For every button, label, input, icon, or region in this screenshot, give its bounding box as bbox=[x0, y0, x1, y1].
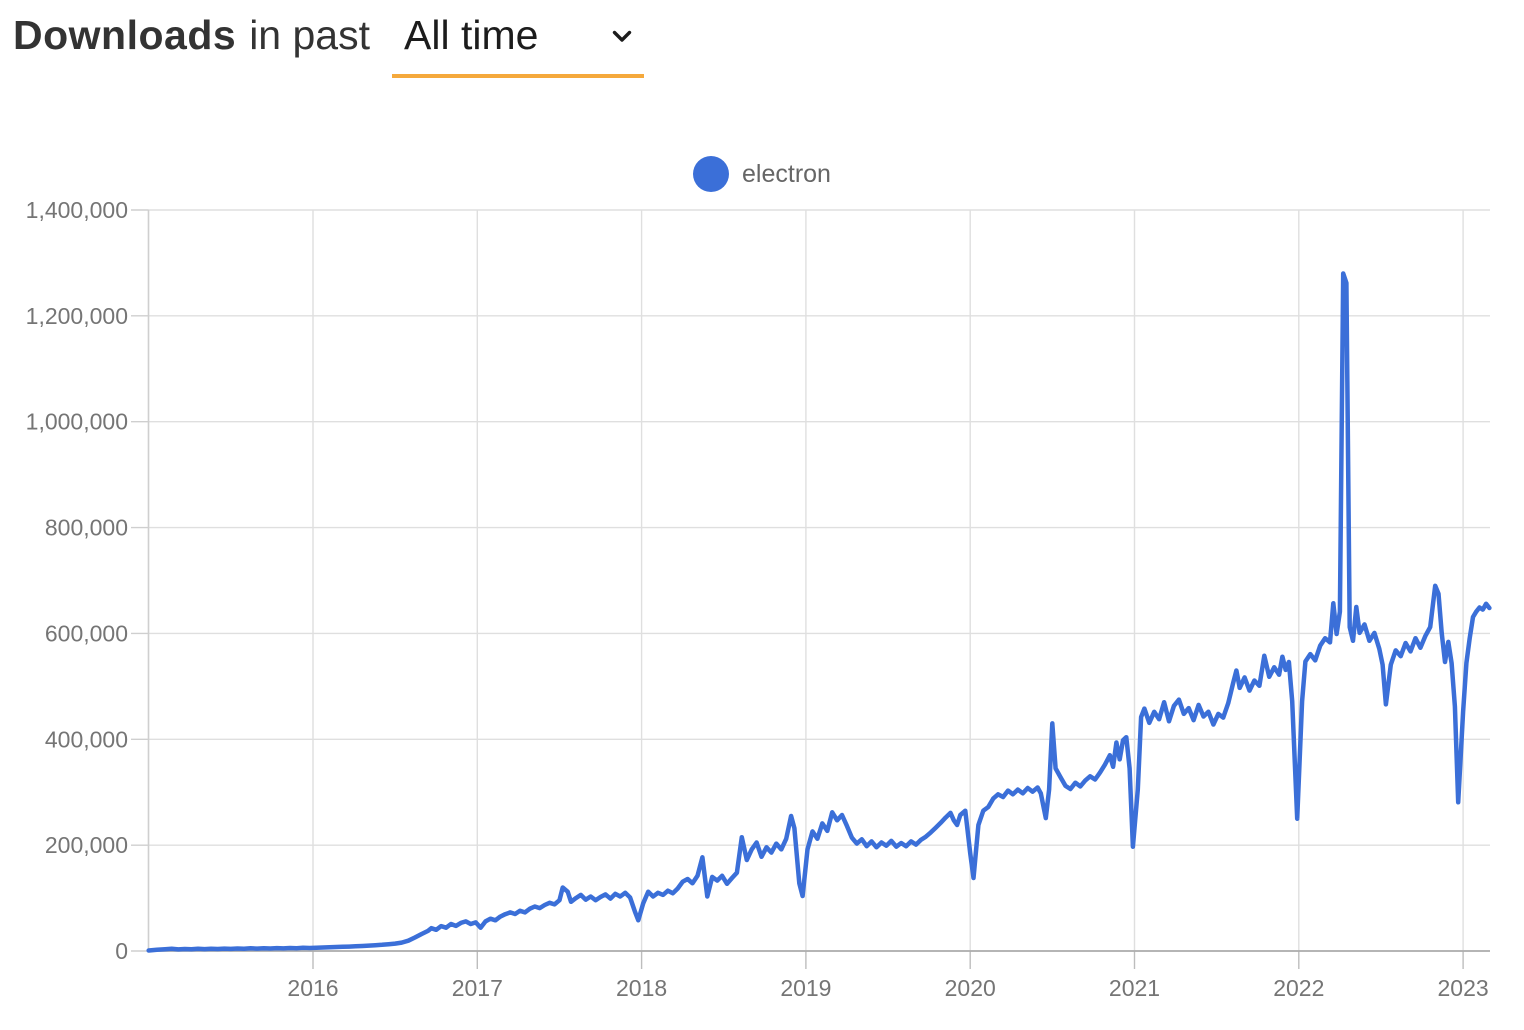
chevron-down-icon bbox=[612, 30, 632, 48]
y-axis-tick-label: 400,000 bbox=[45, 726, 128, 752]
page-title: Downloads in past All time bbox=[13, 12, 644, 78]
y-axis-tick-label: 1,400,000 bbox=[26, 197, 128, 223]
title-in-past: in past bbox=[249, 12, 370, 58]
legend-swatch-electron bbox=[693, 156, 730, 192]
x-axis-tick-label: 2018 bbox=[616, 975, 667, 1001]
y-axis-tick-label: 1,200,000 bbox=[26, 303, 128, 329]
x-axis-tick-label: 2020 bbox=[945, 975, 996, 1001]
x-axis-tick-label: 2019 bbox=[780, 975, 831, 1001]
y-axis-tick-label: 200,000 bbox=[45, 832, 128, 858]
period-dropdown[interactable]: All time bbox=[392, 12, 644, 78]
y-axis-tick-label: 1,000,000 bbox=[26, 409, 128, 435]
x-axis-tick-label: 2023 bbox=[1438, 975, 1489, 1001]
series-line-electron[interactable] bbox=[146, 271, 1492, 953]
chart-legend: electron bbox=[0, 156, 1524, 192]
x-axis-tick-label: 2017 bbox=[452, 975, 503, 1001]
x-axis-tick-label: 2021 bbox=[1109, 975, 1160, 1001]
y-axis-tick-label: 800,000 bbox=[45, 515, 128, 541]
y-axis-tick-label: 600,000 bbox=[45, 620, 128, 646]
legend-label-electron: electron bbox=[742, 159, 831, 188]
y-axis-tick-label: 0 bbox=[115, 938, 128, 964]
x-axis-tick-label: 2016 bbox=[287, 975, 338, 1001]
period-dropdown-value: All time bbox=[404, 12, 539, 58]
x-axis-tick-label: 2022 bbox=[1273, 975, 1324, 1001]
title-downloads: Downloads bbox=[13, 12, 237, 58]
